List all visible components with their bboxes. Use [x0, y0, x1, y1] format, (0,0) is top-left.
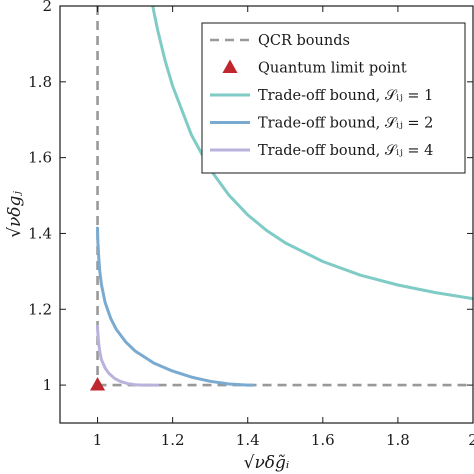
- legend-label: Quantum limit point: [258, 61, 407, 77]
- quantum-limit-point-marker: [90, 377, 106, 391]
- legend-label: Trade-off bound, 𝒮ᵢⱼ = 2: [258, 116, 433, 132]
- legend-entry: QCR bounds: [210, 33, 350, 49]
- legend: QCR bounds Quantum limit point Trade-off b…: [201, 22, 466, 174]
- plot-area: [90, 6, 473, 391]
- legend-entry: Trade-off bound, 𝒮ᵢⱼ = 4: [210, 143, 433, 159]
- legend-entry: Trade-off bound, 𝒮ᵢⱼ = 1: [210, 88, 433, 104]
- y-tick-label: 1.4: [28, 224, 52, 242]
- y-tick-label: 1.2: [28, 300, 52, 318]
- legend-label: Trade-off bound, 𝒮ᵢⱼ = 4: [258, 143, 433, 159]
- x-tick-label: 1.4: [236, 431, 260, 449]
- series-line-s2: [96, 226, 255, 387]
- legend-label: QCR bounds: [258, 33, 350, 49]
- x-tick-label: 2: [468, 431, 474, 449]
- y-axis: 1 1.2 1.4 1.6 1.8 2: [28, 0, 473, 394]
- legend-entry: Quantum limit point: [222, 59, 407, 77]
- x-tick-label: 1: [93, 431, 103, 449]
- series-line-s1: [151, 6, 473, 301]
- x-tick-label: 1.8: [386, 431, 410, 449]
- plot-content: [96, 6, 473, 387]
- y-tick-label: 1: [42, 376, 52, 394]
- x-axis: 1 1.2 1.4 1.6 1.8 2: [93, 6, 474, 449]
- legend-entry: Trade-off bound, 𝒮ᵢⱼ = 2: [210, 116, 433, 132]
- series-line-s4: [96, 324, 160, 387]
- y-tick-label: 1.6: [28, 149, 52, 167]
- legend-swatch-triangle: [222, 59, 238, 73]
- legend-box: [201, 22, 466, 174]
- y-tick-label: 2: [42, 0, 52, 15]
- x-tick-label: 1.6: [311, 431, 335, 449]
- x-tick-label: 1.2: [161, 431, 185, 449]
- y-axis-label: √νδgⱼ: [5, 191, 25, 238]
- legend-label: Trade-off bound, 𝒮ᵢⱼ = 1: [258, 88, 433, 104]
- x-axis-label: √νδg̃ᵢ: [244, 453, 290, 473]
- axes-frame: [59, 5, 474, 424]
- y-tick-label: 1.8: [28, 73, 52, 91]
